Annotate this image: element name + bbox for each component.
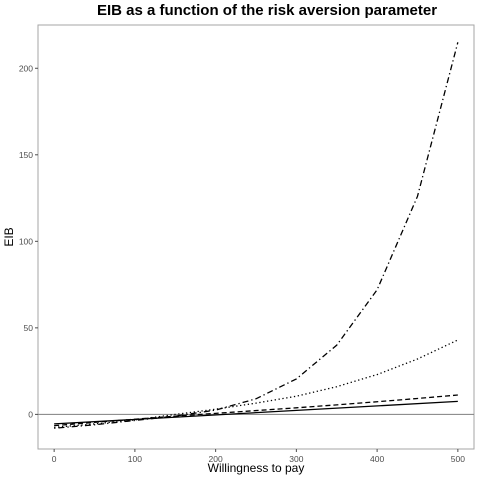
x-tick-label: 300 <box>289 454 303 464</box>
chart-title: EIB as a function of the risk aversion p… <box>97 2 437 19</box>
x-tick-label: 500 <box>451 454 465 464</box>
series-line-dashed <box>54 394 458 427</box>
y-tick-label: 100 <box>19 236 33 246</box>
x-tick-label: 400 <box>370 454 384 464</box>
x-axis-ticks: 0 100 200 300 400 500 <box>52 449 465 464</box>
y-tick-label: 0 <box>28 409 33 419</box>
y-axis-ticks: 0 50 100 150 200 <box>19 63 38 419</box>
x-tick-label: 200 <box>209 454 223 464</box>
series-layer <box>54 42 459 429</box>
y-tick-label: 50 <box>24 323 34 333</box>
x-tick-label: 0 <box>52 454 57 464</box>
x-tick-label: 100 <box>128 454 142 464</box>
y-tick-label: 150 <box>19 150 33 160</box>
y-tick-label: 200 <box>19 63 33 73</box>
x-axis-label: Willingness to pay <box>208 461 305 475</box>
y-axis-label: EIB <box>2 227 16 246</box>
series-line-dotdash <box>54 42 459 429</box>
plot-panel <box>37 24 475 450</box>
